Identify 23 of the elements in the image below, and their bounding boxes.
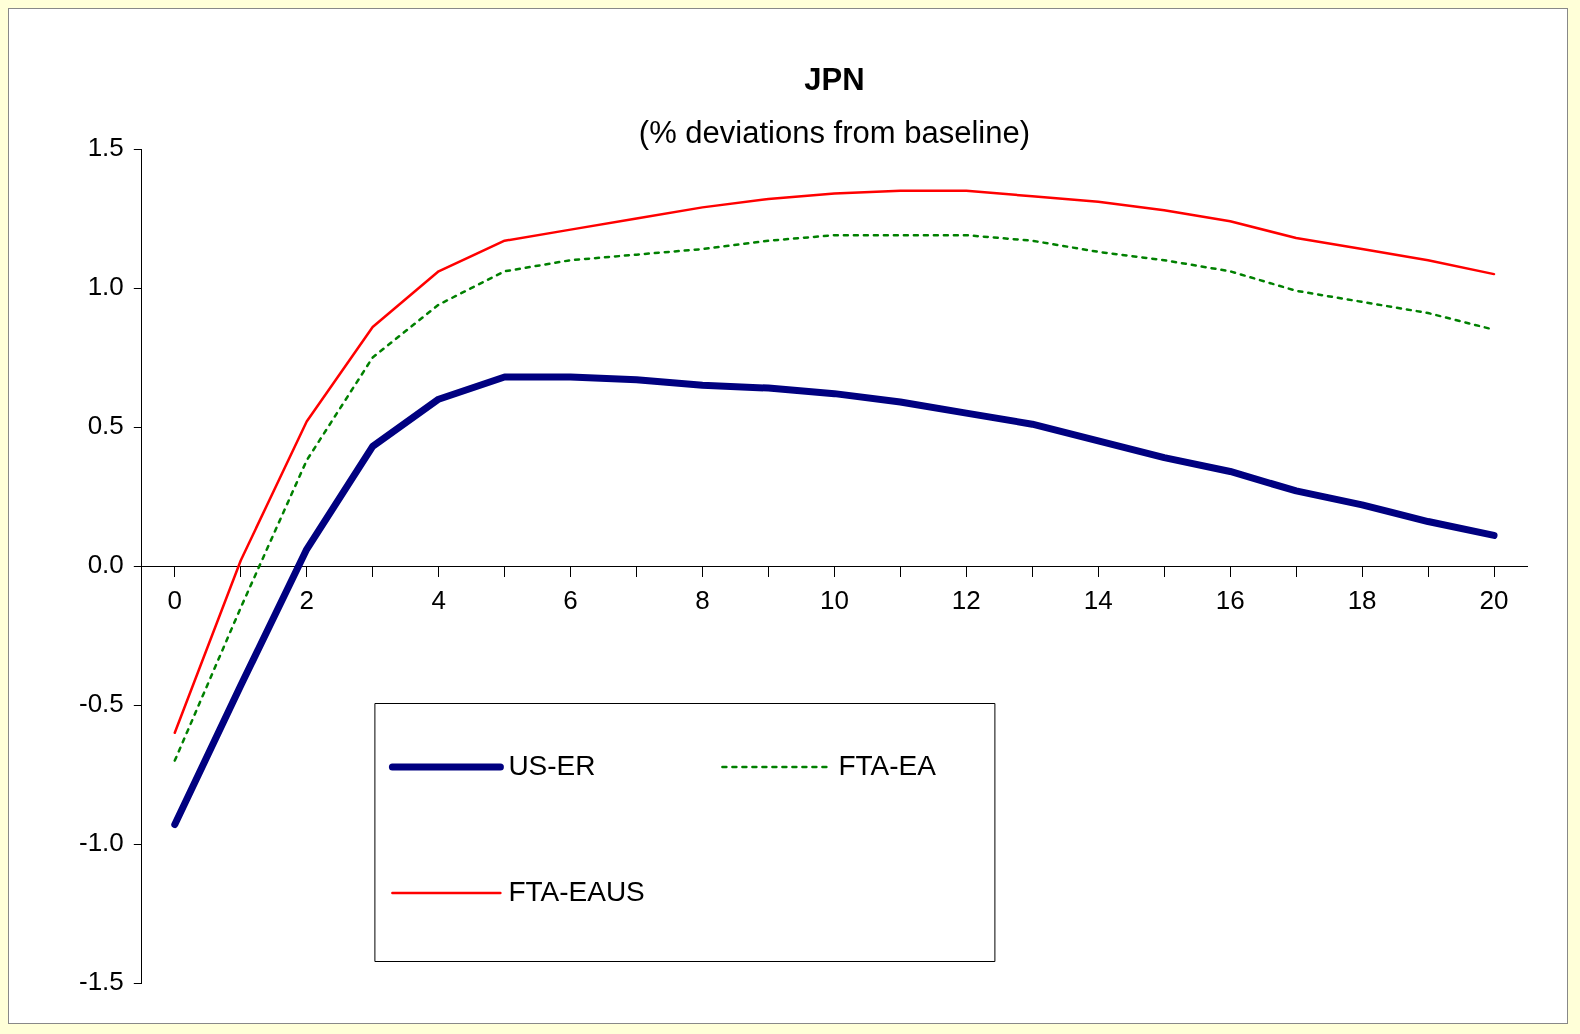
y-tick-label: 0.0	[87, 549, 124, 580]
y-tick-label: 1.0	[87, 271, 124, 302]
x-tick-label: 2	[299, 584, 314, 615]
x-tick-label: 10	[819, 584, 849, 615]
x-tick-label: 6	[563, 584, 578, 615]
x-tick-label: 8	[695, 584, 710, 615]
x-tick-label: 18	[1347, 584, 1377, 615]
y-tick-label: -1.0	[78, 827, 124, 858]
x-tick-label: 12	[951, 584, 981, 615]
y-tick-label: -0.5	[78, 688, 124, 719]
x-tick-label: 0	[167, 584, 183, 615]
y-tick-label: -1.5	[78, 966, 124, 997]
legend-label: FTA-EA	[838, 749, 937, 781]
x-tick-label: 16	[1215, 584, 1245, 615]
y-tick-label: 0.5	[87, 410, 124, 441]
legend-label: US-ER	[508, 749, 596, 781]
chart-title: JPN	[804, 61, 865, 97]
x-tick-label: 20	[1479, 584, 1509, 615]
x-tick-label: 4	[431, 584, 446, 615]
legend-label: FTA-EAUS	[508, 875, 645, 907]
x-tick-label: 14	[1083, 584, 1113, 615]
y-tick-label: 1.5	[87, 132, 124, 163]
chart-subtitle: (% deviations from baseline)	[638, 114, 1030, 150]
